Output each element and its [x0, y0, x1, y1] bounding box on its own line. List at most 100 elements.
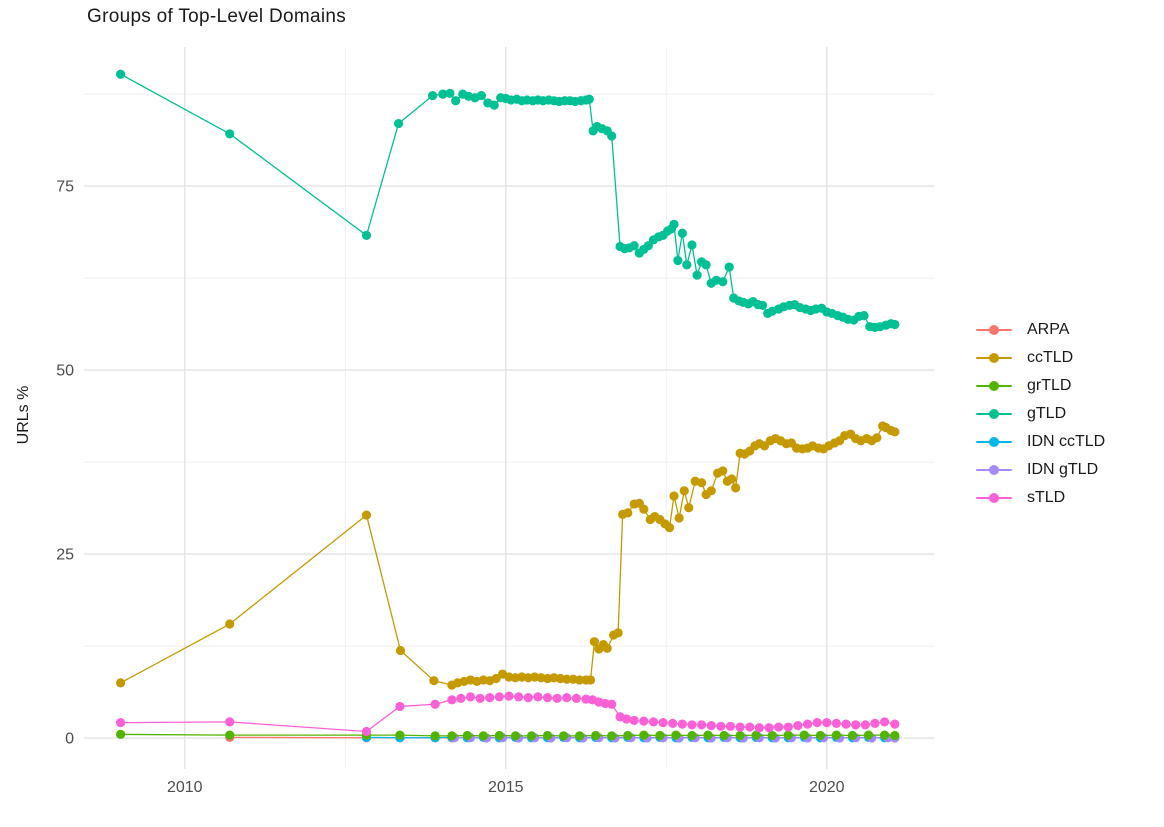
y-tick-label: 0 — [65, 731, 74, 748]
series-point-stld — [802, 719, 813, 729]
series-point-stld — [504, 691, 514, 701]
series-point-gtld — [361, 230, 372, 241]
series-point-grtld — [462, 730, 472, 741]
series-point-stld — [456, 693, 466, 703]
legend-item-label: ARPA — [1027, 321, 1070, 338]
series-point-cctld — [706, 486, 716, 496]
legend-item-idn-cctld: IDN ccTLD — [976, 432, 1105, 452]
y-axis-title: URLs % — [15, 385, 32, 445]
series-point-stld — [860, 720, 870, 730]
series-point-gtld — [451, 96, 461, 106]
series-point-gtld — [393, 118, 404, 129]
series-point-stld — [716, 721, 726, 731]
series-point-gtld — [890, 319, 900, 330]
series-point-gtld — [445, 88, 455, 98]
legend-dot-swatch — [989, 353, 999, 363]
series-point-grtld — [478, 731, 488, 741]
series-point-stld — [430, 699, 440, 709]
series-point-gtld — [701, 260, 711, 270]
series-point-stld — [764, 723, 774, 733]
series-point-stld — [494, 692, 504, 702]
series-point-stld — [542, 693, 553, 703]
series-point-cctld — [115, 678, 126, 688]
series-line-grtld — [120, 733, 895, 737]
series-point-grtld — [607, 731, 617, 741]
series-point-gtld — [859, 311, 869, 321]
series-point-stld — [754, 723, 764, 733]
legend-item-cctld: ccTLD — [976, 348, 1105, 368]
y-tick-label: 25 — [56, 547, 74, 564]
series-point-grtld — [751, 730, 761, 740]
series-point-grtld — [430, 731, 440, 741]
legend-key-icon — [976, 460, 1012, 480]
legend-dot-swatch — [989, 465, 999, 475]
legend-key-icon — [976, 348, 1012, 368]
series-point-gtld — [673, 255, 683, 266]
series-point-grtld — [575, 731, 585, 741]
series-point-cctld — [669, 491, 679, 501]
series-point-grtld — [447, 731, 457, 741]
series-point-stld — [658, 718, 668, 728]
legend-item-label: sTLD — [1027, 489, 1066, 506]
legend-item-label: ccTLD — [1027, 349, 1074, 366]
series-point-gtld — [115, 69, 126, 79]
series-point-cctld — [585, 675, 596, 685]
series-point-cctld — [890, 427, 900, 437]
series-point-grtld — [735, 730, 745, 741]
series-point-gtld — [718, 277, 728, 287]
series-point-stld — [533, 692, 543, 702]
series-point-grtld — [526, 731, 537, 741]
series-point-cctld — [718, 466, 728, 476]
series-point-gtld — [687, 240, 697, 250]
legend-item-label: grTLD — [1027, 377, 1072, 394]
series-point-stld — [879, 717, 890, 727]
series-point-stld — [831, 718, 842, 728]
series-point-grtld — [879, 730, 890, 740]
series-point-grtld — [890, 730, 900, 741]
series-point-stld — [783, 722, 793, 732]
series-point-stld — [395, 701, 405, 712]
series-point-grtld — [510, 731, 521, 741]
series-point-grtld — [831, 730, 842, 740]
series-point-cctld — [562, 674, 572, 684]
series-point-cctld — [674, 513, 684, 523]
series-point-stld — [447, 695, 457, 705]
legend-key-icon — [976, 404, 1012, 424]
series-line-gtld — [120, 73, 895, 329]
legend-item-grtld: grTLD — [976, 376, 1105, 396]
series-point-gtld — [757, 300, 768, 310]
chart-title: Groups of Top-Level Domains — [87, 6, 347, 27]
series-point-cctld — [613, 628, 623, 638]
series-point-stld — [225, 717, 235, 727]
legend-item-gtld: gTLD — [976, 404, 1105, 424]
series-point-grtld — [639, 730, 649, 740]
series-point-stld — [687, 720, 697, 730]
series-point-stld — [607, 699, 617, 709]
legend-dot-swatch — [989, 325, 999, 335]
series-point-grtld — [799, 730, 809, 740]
series-point-cctld — [225, 619, 235, 629]
x-tick-label: 2010 — [167, 779, 203, 796]
series-point-stld — [485, 693, 495, 703]
series-point-stld — [677, 719, 687, 729]
series-point-grtld — [225, 730, 235, 740]
series-point-grtld — [395, 730, 405, 740]
series-point-stld — [361, 726, 372, 737]
series-point-gtld — [476, 90, 486, 101]
series-point-stld — [890, 719, 900, 729]
series-point-grtld — [542, 730, 553, 741]
legend-key-icon — [976, 320, 1012, 340]
series-point-gtld — [489, 100, 499, 110]
series-point-cctld — [361, 510, 372, 520]
series-point-stld — [870, 718, 880, 728]
legend: ARPA ccTLD grTLD gTLD IDN ccTLD IDN gTLD… — [976, 320, 1105, 516]
series-point-cctld — [623, 508, 633, 518]
series-point-stld — [725, 721, 736, 731]
series-point-gtld — [438, 89, 448, 99]
legend-key-icon — [976, 432, 1012, 452]
series-point-gtld — [724, 262, 734, 272]
series-point-stld — [629, 715, 639, 726]
series-point-grtld — [703, 730, 713, 740]
series-point-stld — [514, 692, 524, 702]
